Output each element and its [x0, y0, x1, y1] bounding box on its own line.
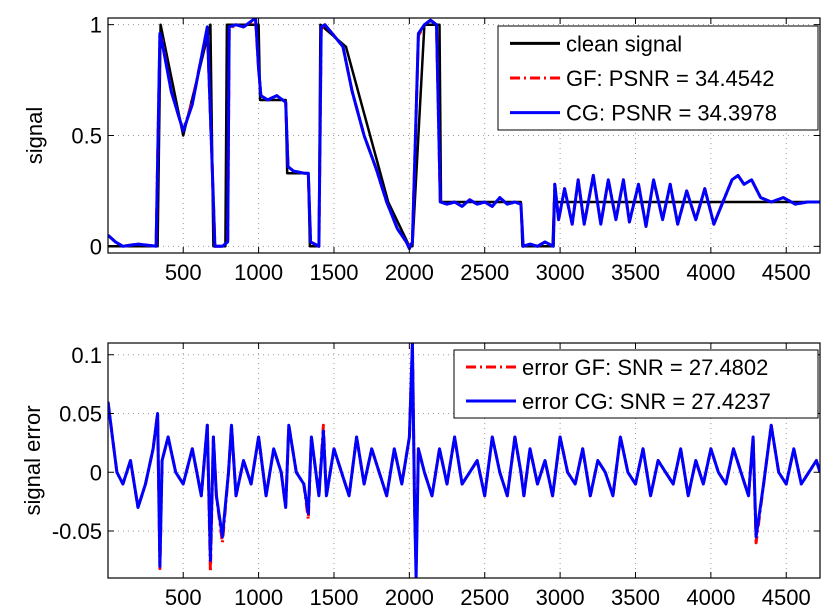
- legend-box: [453, 349, 819, 419]
- x-tick-label: 4500: [762, 260, 811, 285]
- y-tick-label: 0.05: [59, 402, 102, 427]
- legend-label-2: error CG: SNR = 27.4237: [522, 389, 771, 414]
- x-tick-label: 4000: [686, 260, 735, 285]
- x-tick-label: 2000: [385, 260, 434, 285]
- series-line-3: [108, 18, 820, 251]
- legend: clean signal GF: PSNR = 34.4542 CG: PSNR =…: [497, 25, 819, 131]
- x-tick-label: 2500: [460, 585, 509, 608]
- y-tick-label: 0.5: [71, 124, 102, 149]
- y-axis-label: signal error: [20, 405, 45, 515]
- y-tick-label: 0: [90, 234, 102, 259]
- series-group: [108, 343, 820, 578]
- x-tick-label: 500: [165, 585, 202, 608]
- bottom-error-chart: 500 1000 1500 2000 2500 3000 3500 4000 4500 -0.05…: [20, 342, 821, 608]
- x-tick-label: 3500: [611, 260, 660, 285]
- x-tick-label: 1500: [310, 585, 359, 608]
- x-tick-label: 1000: [234, 585, 283, 608]
- x-tick-label: 4500: [762, 585, 811, 608]
- y-tick-label: 0.1: [71, 343, 102, 368]
- y-tick-label: 0: [90, 460, 102, 485]
- y-tick-label: -0.05: [52, 519, 102, 544]
- x-tick-label: 3000: [536, 585, 585, 608]
- x-tick-label: 2000: [385, 585, 434, 608]
- y-tick-label: 1: [90, 13, 102, 38]
- series-group: [108, 18, 820, 251]
- x-tick-label: 500: [165, 260, 202, 285]
- legend-label-1: error GF: SNR = 27.4802: [522, 355, 768, 380]
- x-tick-label: 1000: [234, 260, 283, 285]
- y-axis-label: signal: [22, 107, 47, 164]
- legend: error GF: SNR = 27.4802 error CG: SNR = 2…: [453, 349, 819, 419]
- top-signal-chart: 500 1000 1500 2000 2500 3000 3500 4000 4500 0 0.5 1…: [22, 13, 821, 285]
- legend-label-1: clean signal: [566, 31, 682, 56]
- legend-label-3: CG: PSNR = 34.3978: [566, 101, 777, 126]
- legend-label-2: GF: PSNR = 34.4542: [566, 66, 775, 91]
- axes-frame: [107, 342, 821, 579]
- x-tick-label: 3000: [536, 260, 585, 285]
- series-line-2: [108, 343, 820, 578]
- x-tick-label: 2500: [460, 260, 509, 285]
- x-tick-label: 3500: [611, 585, 660, 608]
- x-tick-label: 4000: [686, 585, 735, 608]
- x-tick-label: 1500: [310, 260, 359, 285]
